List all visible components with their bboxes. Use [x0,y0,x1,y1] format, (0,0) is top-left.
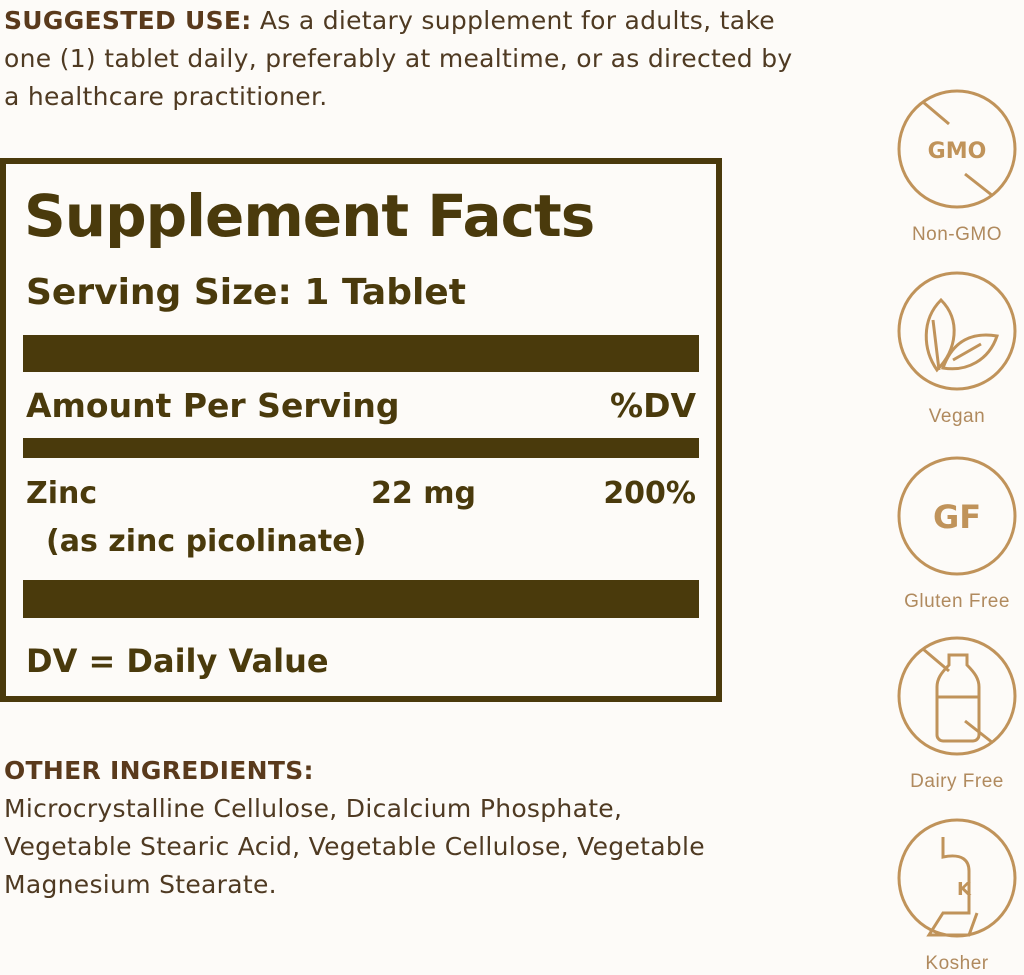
dv-footnote: DV = Daily Value [26,642,329,680]
milk-bottle-crossed-icon [897,636,1017,756]
nutrient-dv: 200% [603,476,696,511]
nutrient-amount: 22 mg [371,476,476,511]
badge-label: Kosher [925,953,989,974]
nutrient-name: Zinc [26,476,98,511]
suggested-use-heading: SUGGESTED USE: [4,6,252,35]
kosher-icon: K [897,818,1017,938]
serving-size: Serving Size: 1 Tablet [26,272,466,313]
badge-vegan: Vegan [893,270,1021,428]
nutrient-form: (as zinc picolinate) [46,524,367,559]
other-ingredients: OTHER INGREDIENTS: Microcrystalline Cell… [4,752,724,904]
divider-bar [23,335,699,372]
suggested-use-text: As a dietary supplement for adults, take… [4,6,793,111]
badge-gluten-free: GF Gluten Free [893,455,1021,613]
kosher-icon-text: K [957,879,972,900]
badge-label: Dairy Free [910,771,1004,792]
badge-kosher: K Kosher [893,817,1021,975]
badge-label: Vegan [928,406,986,427]
amount-per-serving-header: Amount Per Serving [26,386,400,425]
divider-bar [23,438,699,458]
gf-icon-text: GF [933,498,981,536]
badge-dairy-free: Dairy Free [893,635,1021,793]
badge-non-gmo: GMO Non-GMO [893,88,1021,246]
gmo-icon-text: GMO [928,139,987,164]
gf-icon: GF [897,456,1017,576]
suggested-use: SUGGESTED USE: As a dietary supplement f… [4,2,804,116]
other-ingredients-heading: OTHER INGREDIENTS: [4,756,314,785]
gmo-crossed-icon: GMO [897,89,1017,209]
badge-label: Gluten Free [904,591,1010,612]
dv-header: %DV [610,386,696,425]
leaf-icon [897,271,1017,391]
other-ingredients-text: Microcrystalline Cellulose, Dicalcium Ph… [4,794,705,899]
divider-bar [23,580,699,618]
facts-title: Supplement Facts [24,182,595,250]
badge-label: Non-GMO [911,224,1003,245]
supplement-facts-panel: Supplement Facts Serving Size: 1 Tablet … [0,158,722,702]
